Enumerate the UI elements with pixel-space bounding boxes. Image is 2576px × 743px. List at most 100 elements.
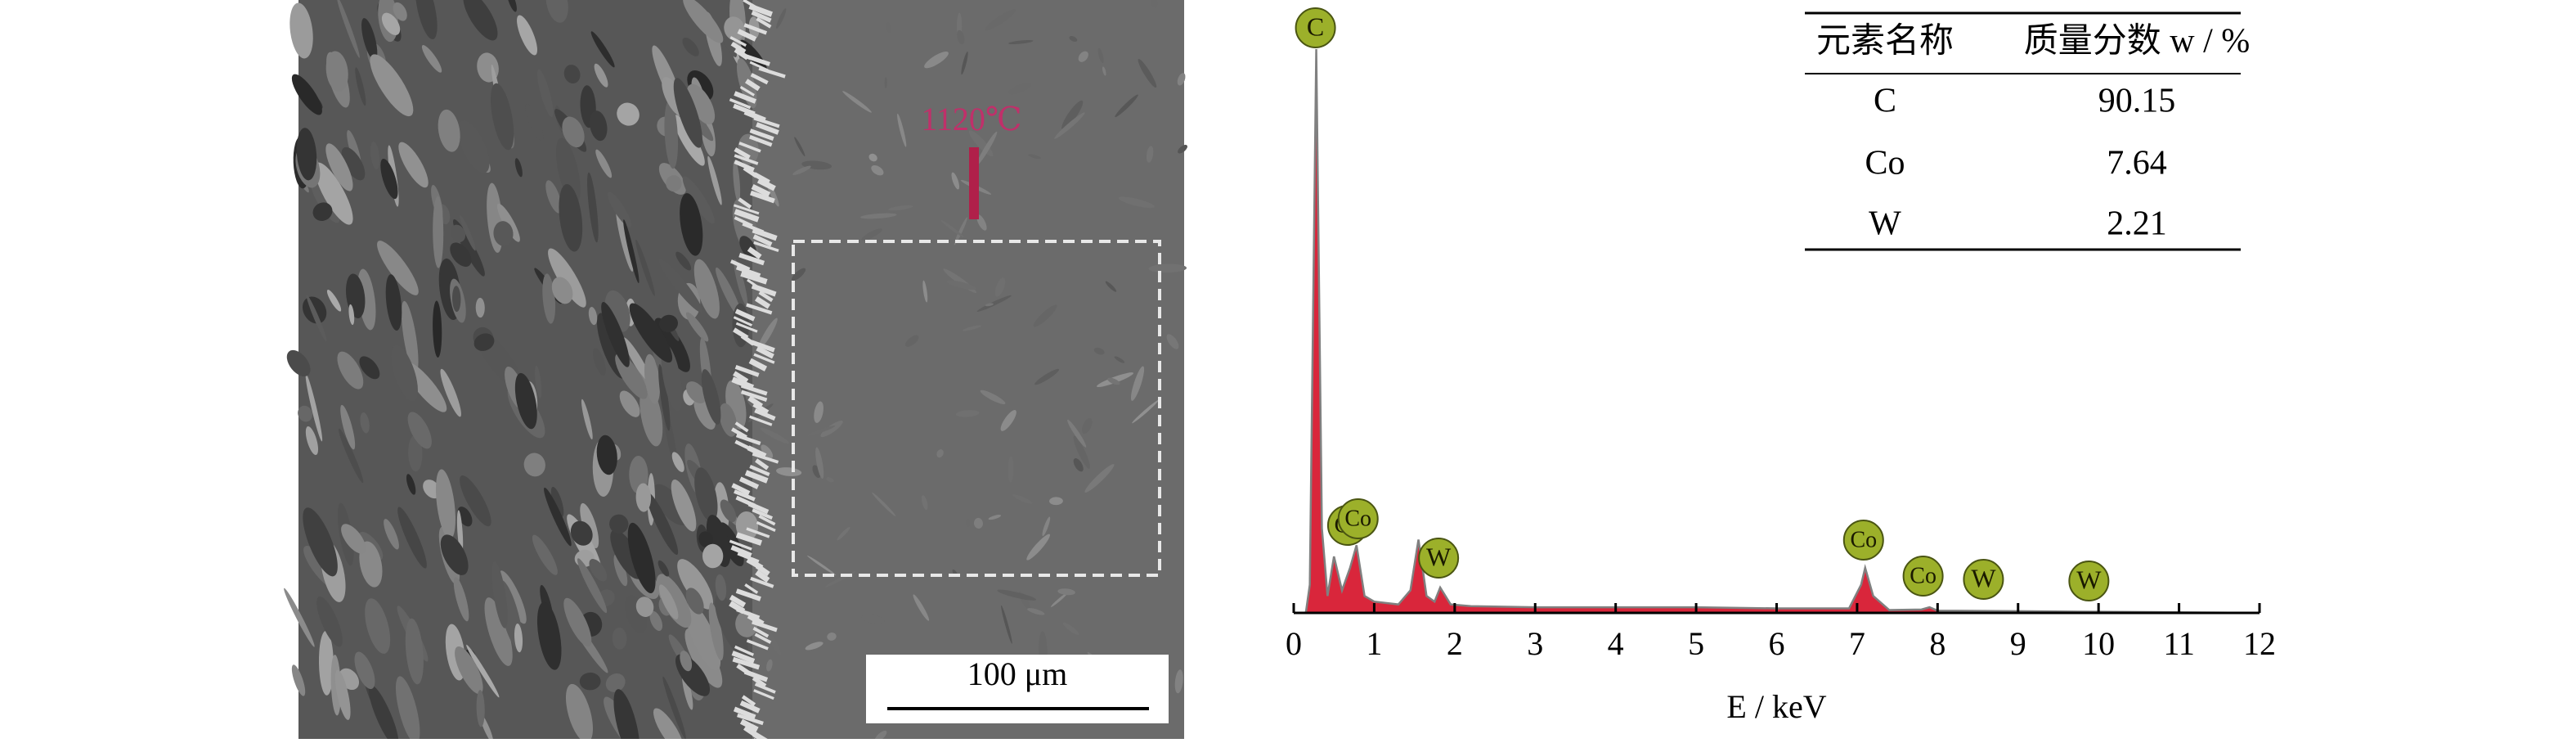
- sem-texture: [544, 487, 572, 547]
- sem-texture: [716, 267, 743, 319]
- sem-texture: [871, 164, 884, 176]
- sem-boundary: [750, 576, 774, 588]
- sem-texture: [757, 317, 778, 351]
- sem-texture: [1000, 410, 1016, 431]
- sem-texture: [435, 469, 456, 539]
- sem-texture: [433, 196, 444, 268]
- x-tick-label: 8: [1929, 625, 1945, 662]
- sem-texture: [325, 143, 353, 191]
- sem-texture: [311, 181, 340, 223]
- sem-boundary: [734, 91, 756, 104]
- x-tick-label: 1: [1366, 625, 1382, 662]
- sem-texture: [1148, 263, 1187, 273]
- sem-texture: [997, 589, 1037, 601]
- selection-box: [792, 240, 1161, 577]
- x-tick-label: 0: [1286, 625, 1302, 662]
- sem-texture: [671, 452, 684, 472]
- x-axis-label: E / keV: [1726, 688, 1826, 725]
- sem-texture: [1012, 494, 1033, 504]
- sem-texture: [765, 628, 782, 656]
- sem-texture: [868, 153, 877, 162]
- sem-texture: [1026, 534, 1050, 561]
- sem-boundary: [739, 86, 756, 97]
- sem-texture: [303, 507, 338, 577]
- sem-boundary: [758, 66, 786, 79]
- sem-texture: [807, 426, 836, 436]
- sem-texture: [653, 317, 690, 372]
- sem-texture: [658, 259, 702, 313]
- sem-texture: [827, 633, 837, 641]
- sem-boundary: [735, 322, 758, 333]
- sem-boundary: [744, 53, 770, 66]
- sem-texture: [792, 165, 811, 175]
- sem-texture: [686, 83, 716, 125]
- sem-boundary: [756, 122, 779, 135]
- sem-texture: [961, 52, 968, 75]
- sem-texture: [708, 602, 724, 661]
- sem-texture: [395, 676, 420, 743]
- sem-texture: [291, 664, 306, 696]
- sem-texture: [1115, 94, 1138, 118]
- sem-boundary: [748, 358, 768, 372]
- sem-boundary: [752, 626, 770, 638]
- sem-texture: [675, 251, 692, 271]
- sem-texture: [794, 137, 806, 156]
- sem-boundary: [744, 470, 769, 484]
- sem-texture: [577, 558, 608, 614]
- sem-texture: [955, 410, 980, 417]
- sem-texture: [820, 421, 843, 438]
- sem-texture: [658, 584, 679, 619]
- peak-label-marker: [2068, 561, 2110, 601]
- sem-texture: [451, 224, 466, 242]
- sem-boundary: [731, 651, 756, 664]
- sem-boundary: [730, 545, 752, 558]
- sem-boundary: [741, 390, 768, 402]
- sem-boundary: [735, 532, 763, 546]
- sem-boundary: [747, 613, 765, 627]
- sem-boundary: [758, 290, 774, 303]
- sem-texture: [1177, 73, 1186, 86]
- sem-texture: [536, 69, 554, 118]
- sem-boundary: [737, 552, 760, 564]
- sem-texture: [715, 574, 727, 601]
- sem-boundary: [753, 241, 779, 253]
- sem-texture: [1078, 51, 1088, 62]
- sem-texture: [579, 672, 601, 691]
- sem-texture: [837, 527, 850, 541]
- sem-texture: [936, 449, 944, 458]
- sem-texture: [550, 486, 564, 517]
- sem-boundary: [755, 458, 770, 471]
- sem-texture: [289, 2, 313, 59]
- sem-texture: [517, 15, 537, 56]
- sem-boundary: [752, 172, 770, 185]
- sem-texture: [715, 594, 748, 657]
- sem-boundary: [754, 408, 776, 421]
- sem-boundary: [734, 489, 756, 502]
- peak-label: W: [1426, 542, 1452, 571]
- sem-texture: [596, 435, 617, 475]
- sem-texture: [559, 184, 583, 252]
- sem-texture: [286, 349, 311, 377]
- sem-texture: [359, 541, 383, 588]
- sem-texture: [1132, 399, 1160, 424]
- sem-texture: [646, 492, 679, 556]
- sem-texture: [659, 314, 678, 332]
- sem-boundary: [752, 234, 773, 247]
- sem-boundary: [737, 29, 757, 42]
- sem-texture: [792, 268, 806, 281]
- sem-texture: [635, 239, 655, 296]
- sem-texture: [677, 559, 714, 610]
- sem-texture: [438, 109, 460, 152]
- sem-texture: [473, 333, 495, 351]
- sem-boundary: [738, 142, 761, 153]
- sem-texture: [954, 217, 967, 245]
- sem-boundary: [751, 10, 772, 23]
- sem-boundary: [752, 452, 779, 464]
- sem-boundary: [747, 445, 767, 459]
- sem-texture: [671, 480, 697, 532]
- sem-texture: [336, 0, 360, 58]
- sem-texture: [1130, 366, 1145, 401]
- x-tick-label: 5: [1688, 625, 1704, 662]
- sem-texture: [460, 214, 476, 251]
- sem-texture: [685, 588, 704, 615]
